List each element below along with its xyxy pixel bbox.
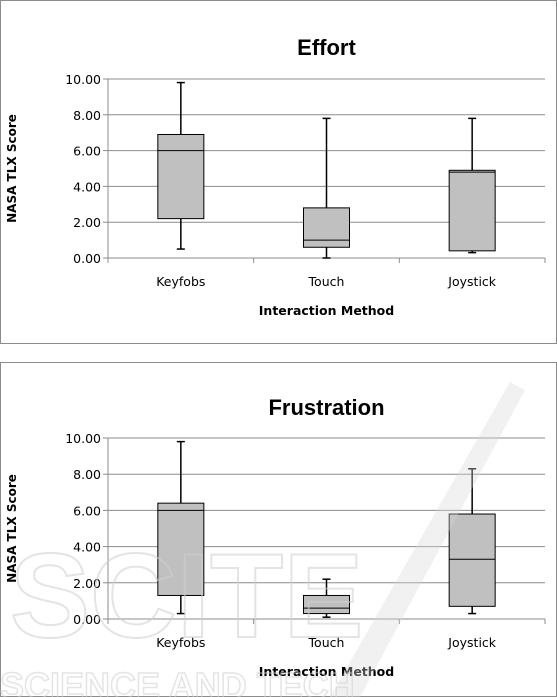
y-tick-label: 8.00 xyxy=(73,467,101,482)
y-axis-title: NASA TLX Score xyxy=(5,114,19,223)
x-tick-label: Joystick xyxy=(447,274,496,289)
y-tick-label: 2.00 xyxy=(73,576,101,591)
x-tick-label: Touch xyxy=(308,635,345,650)
y-axis-title: NASA TLX Score xyxy=(5,474,19,583)
chart-effort: Effort 0.00 2.00 4.00 6.00 8.00 10.00 Keyfobs To… xyxy=(0,0,557,344)
x-tick-label: Touch xyxy=(308,274,345,289)
box-iqr xyxy=(448,513,496,607)
chart-frustration: Frustration 0.00 2.00 4.00 6.00 8.00 10.00 Keyf… xyxy=(0,362,557,697)
x-tick-label: Joystick xyxy=(447,635,496,650)
y-tick-label: 4.00 xyxy=(73,179,101,194)
chart-title: Frustration xyxy=(268,395,384,420)
box-iqr xyxy=(303,594,350,615)
chart-frustration-panel: Frustration 0.00 2.00 4.00 6.00 8.00 10.00 Keyf… xyxy=(0,362,557,697)
chart-effort-panel: Effort 0.00 2.00 4.00 6.00 8.00 10.00 Keyfobs To… xyxy=(0,0,557,344)
y-tick-label: 6.00 xyxy=(73,503,101,518)
y-tick-label: 8.00 xyxy=(73,108,101,123)
x-tick-label: Keyfobs xyxy=(156,274,205,289)
box-touch xyxy=(303,117,350,259)
box-iqr xyxy=(448,169,496,252)
chart-title: Effort xyxy=(297,35,356,60)
y-tick-label: 4.00 xyxy=(73,540,101,555)
box-iqr xyxy=(157,502,205,596)
y-tick-label: 2.00 xyxy=(73,215,101,230)
box-iqr xyxy=(157,133,205,220)
y-tick-label: 10.00 xyxy=(65,431,101,446)
box-joystick xyxy=(448,468,496,615)
y-tick-label: 6.00 xyxy=(73,144,101,159)
y-tick-label: 10.00 xyxy=(65,72,101,87)
y-tick-label: 0.00 xyxy=(73,612,101,627)
box-keyfobs xyxy=(157,440,205,615)
box-keyfobs xyxy=(157,81,205,250)
x-tick-label: Keyfobs xyxy=(156,635,205,650)
y-tick-label: 0.00 xyxy=(73,251,101,266)
box-iqr xyxy=(303,207,350,248)
box-joystick xyxy=(448,117,496,254)
x-axis-title: Interaction Method xyxy=(259,303,394,318)
box-touch xyxy=(303,578,350,618)
x-axis-title: Interaction Method xyxy=(259,664,394,679)
